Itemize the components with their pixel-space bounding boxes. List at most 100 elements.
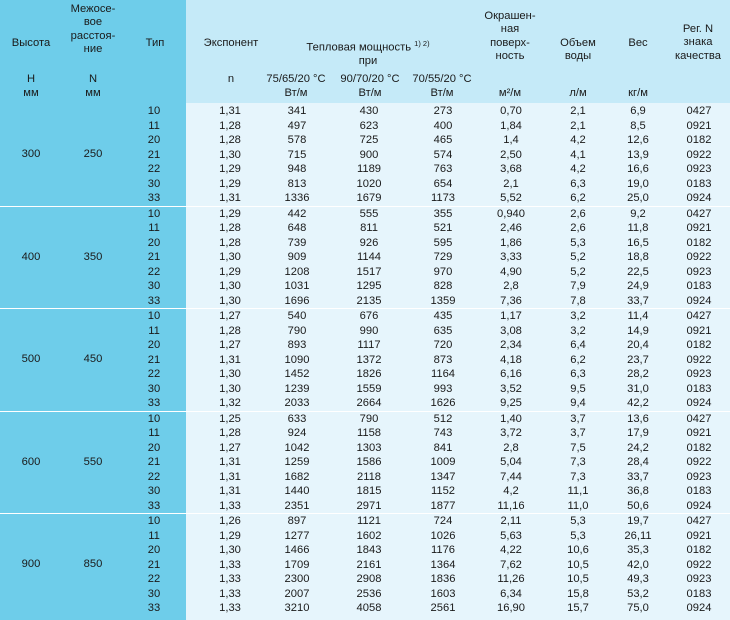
power-75-cell: 1440 — [284, 485, 310, 498]
group-spacing-value: 350 — [83, 250, 103, 263]
reg-number-cell: 0922 — [686, 558, 712, 571]
weight-cell: 11,4 — [627, 310, 649, 323]
type-cell: 20 — [147, 339, 161, 352]
power-70-cell: 873 — [433, 353, 453, 366]
power-75-cell: 341 — [287, 105, 307, 117]
volume-cell: 11,1 — [567, 485, 589, 498]
unit-power-2: Вт/м — [358, 87, 382, 99]
power-70-cell: 2561 — [430, 602, 456, 615]
exponent-cell: 1,28 — [219, 119, 241, 132]
group-spacing-value: 850 — [83, 558, 103, 571]
group-separator — [0, 308, 730, 310]
reg-number-cell: 0924 — [686, 192, 712, 204]
exponent-cell: 1,27 — [219, 441, 241, 454]
surface-cell: 6,16 — [500, 368, 522, 381]
col-reg-label: Рег. N знака качества — [675, 23, 721, 62]
power-90-cell: 2161 — [356, 558, 382, 571]
exponent-cell: 1,30 — [219, 368, 241, 381]
power-70-cell: 1603 — [430, 587, 456, 600]
surface-cell: 0,70 — [500, 105, 522, 117]
exponent-cell: 1,25 — [219, 412, 241, 425]
volume-cell: 5,2 — [570, 265, 586, 278]
type-cell: 33 — [147, 499, 161, 512]
reg-number-cell: 0182 — [686, 236, 712, 249]
power-70-cell: 355 — [433, 207, 453, 220]
table-row: 10 1,31 341 430 273 0,70 2,1 6,9 0427 — [0, 104, 730, 119]
reg-number-cell: 0921 — [686, 119, 712, 132]
unit-power-1: Вт/м — [284, 87, 308, 99]
power-75-cell: 2007 — [284, 587, 310, 600]
surface-cell: 7,44 — [500, 470, 522, 483]
volume-cell: 15,7 — [567, 602, 589, 615]
surface-cell: 2,34 — [500, 339, 522, 352]
volume-cell: 3,2 — [570, 324, 586, 337]
power-90-cell: 790 — [359, 412, 379, 425]
surface-cell: 7,62 — [500, 558, 522, 571]
exponent-cell: 1,33 — [219, 558, 241, 571]
surface-cell: 3,68 — [500, 163, 522, 175]
type-cell: 11 — [148, 222, 160, 235]
table-row: 33 1,33 3210 4058 2561 16,90 15,7 75,0 0924 — [0, 601, 730, 616]
table-row: 22 1,31 1682 2118 1347 7,44 7,3 33,7 0923 — [0, 470, 730, 485]
volume-cell: 10,6 — [567, 544, 589, 557]
weight-cell: 6,9 — [630, 105, 646, 117]
power-70-cell: 1152 — [430, 485, 456, 498]
table-row: 21 1,30 715 900 574 2,50 4,1 13,9 0922 — [0, 148, 730, 163]
surface-cell: 3,72 — [500, 427, 522, 440]
unit-volume: л/м — [569, 87, 587, 99]
reg-number-cell: 0922 — [686, 353, 712, 366]
volume-cell: 5,3 — [570, 529, 586, 542]
table-row: 21 1,33 1709 2161 1364 7,62 10,5 42,0 0922 — [0, 558, 730, 573]
exponent-cell: 1,31 — [219, 353, 241, 366]
surface-cell: 16,90 — [497, 602, 525, 615]
group-height-value: 600 — [21, 455, 41, 468]
group-spacing-value: 550 — [83, 455, 103, 468]
volume-cell: 4,2 — [570, 163, 586, 175]
surface-cell: 1,86 — [500, 236, 522, 249]
volume-cell: 9,4 — [570, 397, 586, 410]
group-height-value: 900 — [21, 558, 41, 571]
reg-number-cell: 0183 — [686, 382, 712, 395]
table-row: 22 1,29 948 1189 763 3,68 4,2 16,6 0923 — [0, 162, 730, 177]
power-75-cell: 540 — [287, 310, 307, 323]
weight-cell: 22,5 — [627, 265, 649, 278]
weight-cell: 19,7 — [627, 515, 649, 528]
surface-cell: 2,46 — [500, 222, 522, 235]
volume-cell: 9,5 — [570, 382, 586, 395]
group-separator — [0, 410, 730, 412]
power-90-cell: 990 — [359, 324, 379, 337]
volume-cell: 15,8 — [567, 587, 589, 600]
left-label-band — [0, 0, 186, 620]
power-75-cell: 1090 — [284, 353, 310, 366]
type-cell: 10 — [147, 412, 161, 425]
power-90-cell: 2664 — [356, 397, 382, 410]
volume-cell: 6,3 — [570, 177, 586, 190]
volume-cell: 6,2 — [570, 192, 586, 204]
weight-cell: 14,9 — [627, 324, 649, 337]
power-70-cell: 465 — [433, 134, 453, 146]
type-cell: 33 — [147, 294, 161, 307]
surface-cell: 4,90 — [500, 265, 522, 278]
surface-cell: 1,40 — [500, 412, 522, 425]
power-70-cell: 1173 — [430, 192, 456, 204]
table-row: 22 1,33 2300 2908 1836 11,26 10,5 49,3 0923 — [0, 572, 730, 587]
group-height-value: 300 — [21, 148, 41, 160]
power-90-cell: 725 — [359, 134, 379, 146]
power-70-cell: 1836 — [430, 573, 456, 586]
table-row: 20 1,28 739 926 595 1,86 5,3 16,5 0182 — [0, 236, 730, 251]
unit-weight: кг/м — [628, 87, 648, 99]
exponent-cell: 1,29 — [219, 163, 241, 175]
power-70-cell: 1164 — [430, 368, 456, 381]
power-70-cell: 729 — [433, 251, 453, 264]
type-cell: 10 — [147, 310, 161, 323]
col-exponent-label: Экспонент — [203, 37, 259, 49]
reg-number-cell: 0923 — [686, 163, 712, 175]
weight-cell: 19,0 — [627, 177, 649, 190]
group-separator — [0, 205, 730, 207]
exponent-cell: 1,30 — [219, 382, 241, 395]
reg-number-cell: 0182 — [686, 134, 712, 146]
exponent-cell: 1,31 — [219, 192, 241, 204]
type-cell: 30 — [147, 382, 161, 395]
weight-cell: 49,3 — [627, 573, 649, 586]
exponent-cell: 1,31 — [219, 105, 241, 117]
